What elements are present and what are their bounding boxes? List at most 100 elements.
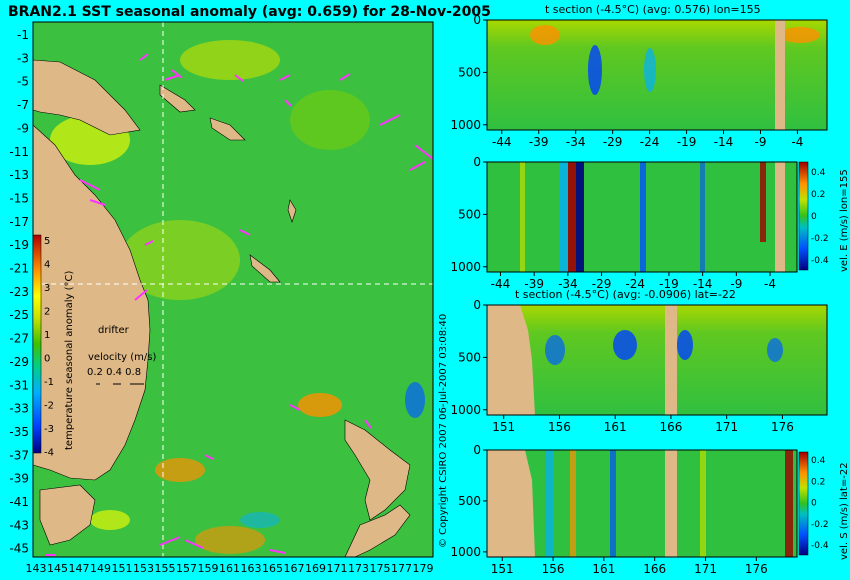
- section-x-tick-label: 166: [643, 562, 666, 576]
- section-y-tick-label: 500: [458, 350, 481, 364]
- section-colorbar-tick-label: -0.4: [811, 256, 829, 266]
- section-x-tick-label: 161: [592, 562, 615, 576]
- section-y-tick-label: 0: [473, 443, 481, 457]
- map-y-tick-label: -17: [9, 215, 29, 229]
- section-2-colorbar: [798, 161, 809, 271]
- map-y-tick-label: -15: [9, 191, 29, 205]
- section-x-tick-label: -29: [603, 135, 623, 149]
- section-panels: t section (-4.5°C) (avg: 0.576) lon=155 …: [450, 3, 850, 576]
- map-colorbar-label: temperature seasonal anomaly (°C): [64, 271, 75, 450]
- map-x-tick-label: 149: [90, 562, 111, 575]
- map-x-tick-label: 175: [370, 562, 391, 575]
- section-3-frame: [486, 304, 828, 416]
- map-colorbar-ticks: 5 4 3 2 1 0 -1 -2 -3 -4: [44, 236, 54, 459]
- section-y-tick-label: 0: [473, 13, 481, 27]
- section-x-tick-label: -19: [677, 135, 697, 149]
- section-x-tick-label: -24: [625, 277, 645, 291]
- section-x-tick-label: -44: [492, 135, 512, 149]
- map-x-tick-label: 165: [262, 562, 283, 575]
- map-x-tick-label: 155: [155, 562, 176, 575]
- section-x-tick-label: -29: [592, 277, 612, 291]
- section-y-tick-label: 0: [473, 298, 481, 312]
- map-colorbar-tick-label: 3: [44, 283, 50, 294]
- land: [32, 59, 411, 558]
- section-colorbar-tick-label: 0.4: [811, 456, 826, 466]
- map-x-tick-label: 177: [391, 562, 412, 575]
- section-4-colorbar-label: vel. S (m/s) lat=-22: [839, 462, 850, 560]
- map-y-tick-label: -23: [9, 285, 29, 299]
- map-y-tick-label: -29: [9, 355, 29, 369]
- map-x-tick-label: 173: [348, 562, 369, 575]
- section-x-tick-label: -9: [730, 277, 742, 291]
- map-colorbar-tick-label: -2: [44, 401, 54, 412]
- section-x-tick-label: -4: [764, 277, 776, 291]
- section-x-tick-label: -14: [693, 277, 713, 291]
- section-colorbar-tick-label: 0: [811, 212, 817, 222]
- map-colorbar-tick-label: -3: [44, 424, 54, 435]
- map-y-tick-label: -39: [9, 472, 29, 486]
- section-x-tick-label: 161: [604, 420, 627, 434]
- section-x-tick-label: 171: [715, 420, 738, 434]
- drifter-arrows: [45, 53, 434, 556]
- section-x-tick-label: 166: [659, 420, 682, 434]
- section-y-tick-label: 500: [458, 65, 481, 79]
- map-x-tick-label: 163: [241, 562, 262, 575]
- section-x-tick-label: 156: [542, 562, 565, 576]
- map-x-tick-label: 157: [176, 562, 197, 575]
- section-colorbar-tick-label: 0.2: [811, 477, 825, 487]
- section-x-tick-label: 176: [771, 420, 794, 434]
- section-4-colorbar: [798, 451, 809, 556]
- map-x-tick-label: 151: [112, 562, 133, 575]
- section-x-tick-label: 176: [745, 562, 768, 576]
- section-3-title: t section (-4.5°C) (avg: -0.0906) lat=-2…: [515, 288, 736, 301]
- map-y-tick-label: -27: [9, 332, 29, 346]
- map-y-tick-label: -35: [9, 425, 29, 439]
- map-x-tick-label: 143: [26, 562, 47, 575]
- section-x-tick-label: -44: [491, 277, 511, 291]
- map-y-tick-label: -5: [17, 75, 29, 89]
- section-3-field: [487, 305, 827, 415]
- section-y-tick-label: 1000: [450, 545, 481, 559]
- map-y-tick-label: -33: [9, 402, 29, 416]
- map-x-tick-label: 147: [69, 562, 90, 575]
- section-y-tick-label: 0: [473, 155, 481, 169]
- section-x-tick-label: 151: [492, 420, 515, 434]
- section-4-land: [487, 450, 535, 557]
- section-colorbar-tick-label: -0.2: [811, 520, 829, 530]
- map-y-tick-label: -13: [9, 168, 29, 182]
- section-x-tick-label: -19: [659, 277, 679, 291]
- section-y-tick-label: 500: [458, 207, 481, 221]
- map-y-tick-label: -25: [9, 308, 29, 322]
- section-x-tick-label: -34: [566, 135, 586, 149]
- map-y-tick-label: -37: [9, 448, 29, 462]
- map-panel: BRAN2.1 SST seasonal anomaly (avg: 0.659…: [8, 4, 491, 575]
- section-x-tick-label: 151: [491, 562, 514, 576]
- crosshair: [33, 22, 433, 557]
- map-x-tick-label: 153: [133, 562, 154, 575]
- map-y-tick-label: -11: [9, 145, 29, 159]
- section-4-field: [487, 450, 797, 557]
- section-x-tick-label: -39: [529, 135, 549, 149]
- section-panel-3: t section (-4.5°C) (avg: -0.0906) lat=-2…: [486, 288, 828, 416]
- map-y-ticks: -1 -3 -5 -7 -9 -11 -13 -15 -17 -19 -21 -23 -25 -27 -29…: [9, 28, 29, 556]
- section-colorbar-tick-label: 0: [811, 499, 817, 509]
- map-colorbar-gradient: [32, 234, 42, 454]
- map-y-tick-label: -31: [9, 378, 29, 392]
- section-y-tick-label: 500: [458, 494, 481, 508]
- map-y-tick-label: -43: [9, 518, 29, 532]
- map-x-tick-label: 161: [219, 562, 240, 575]
- section-colorbar-tick-label: 0.2: [811, 190, 825, 200]
- map-y-tick-label: -21: [9, 262, 29, 276]
- map-y-tick-label: -41: [9, 495, 29, 509]
- anomaly-patches: [50, 40, 425, 554]
- map-title: BRAN2.1 SST seasonal anomaly (avg: 0.659…: [8, 4, 491, 20]
- section-x-tick-label: -14: [714, 135, 734, 149]
- map-colorbar-tick-label: 4: [44, 260, 50, 271]
- section-1-frame: [486, 19, 828, 131]
- section-2-frame: [486, 161, 798, 273]
- credit-text: © Copyright CSIRO 2007 06-Jul-2007 03:08…: [438, 314, 449, 548]
- map-y-tick-label: -19: [9, 238, 29, 252]
- drifter-label: drifter: [98, 325, 130, 336]
